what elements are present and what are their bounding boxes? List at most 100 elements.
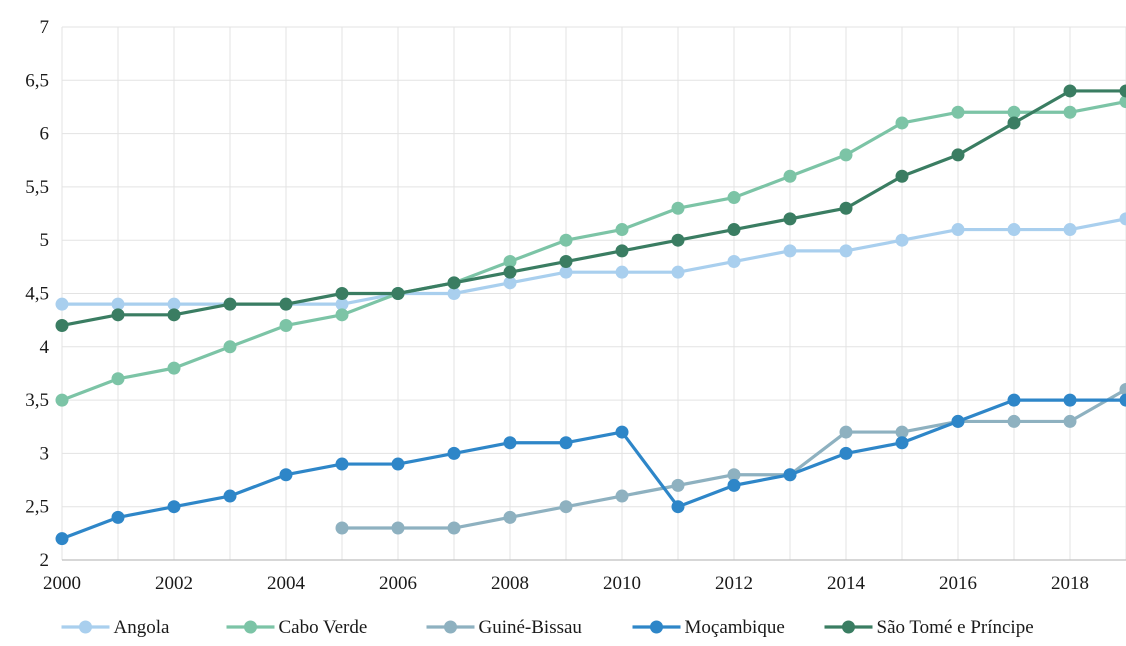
data-point [391,287,405,300]
legend-marker [244,620,257,634]
data-point [1119,382,1126,396]
data-point [55,532,69,546]
data-point [55,318,69,332]
y-tick-label: 3 [40,443,50,464]
data-point [1007,105,1021,119]
data-point [335,308,349,322]
legend-label: Guiné-Bissau [479,617,583,638]
data-point [335,457,349,471]
legend-label: Cabo Verde [279,617,368,638]
data-point [447,287,461,300]
data-point [783,468,797,482]
x-tick-label: 2006 [379,573,417,594]
series-line [61,100,1126,402]
x-tick-label: 2014 [827,573,866,594]
data-point [335,521,349,535]
data-point [783,212,797,226]
data-point [167,297,181,311]
data-point [503,276,517,290]
data-point [951,414,965,428]
data-point [727,478,741,492]
legend: Angola Cabo Verde Guiné-Bissau Moçambique Sã… [61,617,1034,638]
data-point [1007,116,1021,130]
legend-marker [444,620,457,634]
series-Guiné-Bissau [335,382,1126,535]
data-point [1063,105,1077,119]
series-line [61,398,1126,541]
data-point [895,169,909,183]
data-point [839,148,853,162]
data-point [503,265,517,279]
y-tick-label: 5 [40,230,50,251]
y-tick-label: 4,5 [25,284,49,305]
data-point [727,223,741,237]
data-point [335,297,349,311]
data-point [615,223,629,237]
data-point [335,287,349,300]
series-Angola [55,212,1126,311]
legend-item: Guiné-Bissau [426,617,583,638]
data-point [559,500,573,514]
data-point [615,244,629,258]
data-point [391,457,405,471]
data-point [503,255,517,269]
legend-label: Moçambique [685,617,785,638]
data-point [111,372,125,386]
x-tick-label: 2002 [155,573,193,594]
data-point [559,255,573,269]
data-point [895,116,909,130]
data-point [1063,84,1077,98]
data-point [783,244,797,258]
y-tick-label: 6,5 [25,70,49,91]
data-point [223,297,237,311]
x-tick-label: 2016 [939,573,977,594]
data-point [1119,393,1126,407]
y-tick-label: 6 [40,124,50,145]
x-tick-label: 2004 [267,573,306,594]
data-point [111,308,125,322]
data-point [727,255,741,269]
data-point [1007,223,1021,237]
data-point [559,265,573,279]
data-point [1063,223,1077,237]
data-point [951,105,965,119]
data-point [223,489,237,503]
data-point [1119,212,1126,226]
data-point [783,169,797,183]
data-point [1063,393,1077,407]
legend-marker [650,620,663,634]
legend-marker [79,620,92,634]
data-point [1007,414,1021,428]
x-tick-label: 2010 [603,573,641,594]
data-point [615,489,629,503]
data-point [951,223,965,237]
y-tick-label: 2,5 [25,497,49,518]
legend-label: Angola [114,617,171,638]
x-tick-label: 2018 [1051,573,1089,594]
data-point [279,297,293,311]
data-point [559,233,573,247]
data-point [895,425,909,439]
series-layer [55,84,1126,546]
data-point [111,297,125,311]
data-point [727,191,741,205]
data-point [671,478,685,492]
data-point [1063,414,1077,428]
data-point [671,233,685,247]
data-point [447,521,461,535]
grid [61,26,1126,561]
data-point [111,510,125,524]
data-point [951,148,965,162]
data-point [503,510,517,524]
data-point [1119,95,1126,109]
legend-label: São Tomé e Príncipe [877,617,1034,638]
series-line [61,89,1126,328]
data-point [895,233,909,247]
legend-item: São Tomé e Príncipe [824,617,1034,638]
data-point [839,425,853,439]
legend-item: Moçambique [632,617,785,638]
x-tick-label: 2012 [715,573,753,594]
data-point [727,468,741,482]
